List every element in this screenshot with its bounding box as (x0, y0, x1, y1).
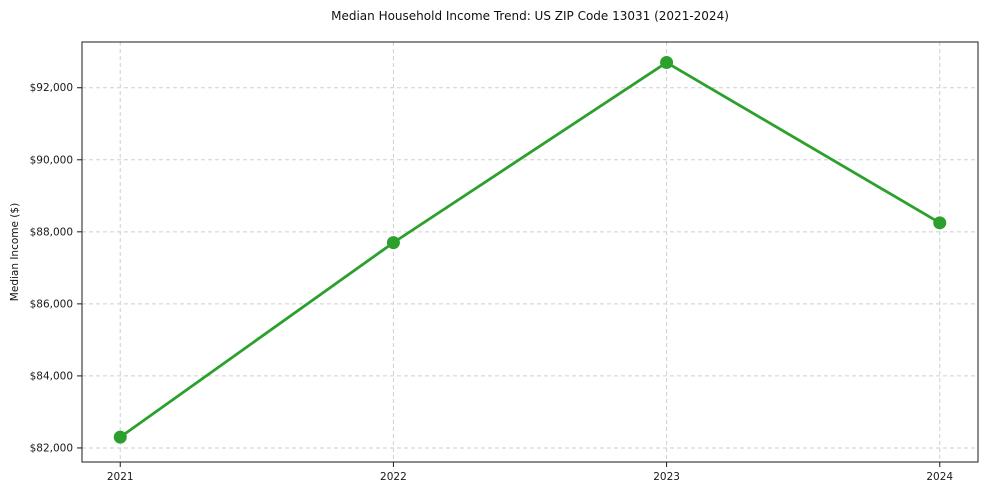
y-tick-label: $90,000 (30, 154, 73, 166)
y-tick-label: $92,000 (30, 82, 73, 94)
x-tick-label: 2022 (380, 471, 407, 483)
x-tick-label: 2024 (926, 471, 953, 483)
y-tick-label: $88,000 (30, 226, 73, 238)
data-point-marker (386, 236, 400, 250)
data-point-marker (933, 216, 947, 230)
plot-box (81, 41, 979, 463)
data-point-marker (113, 430, 127, 444)
y-tick-label: $84,000 (30, 370, 73, 382)
y-tick-label: $82,000 (30, 442, 73, 454)
chart-title: Median Household Income Trend: US ZIP Co… (331, 9, 729, 23)
y-tick-label: $86,000 (30, 298, 73, 310)
x-tick-label: 2021 (107, 471, 134, 483)
trend-line (118, 61, 942, 439)
x-tick-label: 2023 (653, 471, 680, 483)
data-point-marker (660, 56, 674, 70)
